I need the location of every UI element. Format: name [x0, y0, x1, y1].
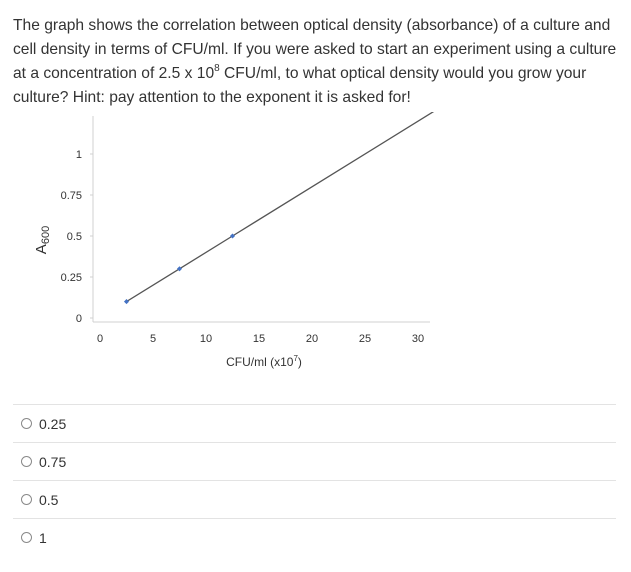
data-point	[229, 233, 236, 239]
y-axis-label-subscript: 600	[40, 226, 52, 244]
radio-button[interactable]	[21, 494, 32, 505]
x-tick-label: 30	[412, 333, 424, 345]
option-label: 0.25	[39, 415, 67, 432]
option-label: 1	[39, 529, 47, 546]
radio-button[interactable]	[21, 418, 32, 429]
question-exponent: 8	[214, 62, 220, 74]
option-label: 0.75	[39, 453, 67, 470]
option-2[interactable]: 0.75	[13, 442, 616, 480]
data-point	[176, 266, 183, 272]
radio-button[interactable]	[21, 456, 32, 467]
x-tick-label: 20	[306, 333, 318, 345]
option-1[interactable]: 0.25	[13, 404, 616, 442]
y-tick-label: 0.5	[67, 231, 82, 243]
x-tick-label: 5	[150, 333, 156, 345]
series-line	[126, 112, 435, 303]
x-tick-label: 15	[253, 333, 265, 345]
radio-button[interactable]	[21, 532, 32, 543]
x-tick-label: 0	[97, 333, 103, 345]
question-text: The graph shows the correlation between …	[13, 14, 625, 110]
x-axis-label-end: )	[298, 355, 302, 369]
y-tick-label: 0.25	[61, 272, 82, 284]
data-point	[123, 299, 130, 305]
option-label: 0.5	[39, 491, 59, 508]
question-part1: The graph shows the correlation between …	[13, 17, 617, 82]
answer-options: 0.25 0.75 0.5 1	[13, 404, 616, 556]
x-tick-label: 10	[200, 333, 212, 345]
y-tick-label: 0.75	[61, 190, 82, 202]
option-3[interactable]: 0.5	[13, 480, 616, 518]
x-axis-label: CFU/ml (x107)	[226, 354, 302, 369]
y-axis-label: A600	[33, 226, 52, 254]
option-4[interactable]: 1	[13, 518, 616, 556]
question-part2: CFU/ml, to what optical density would yo…	[13, 65, 587, 106]
x-tick-label: 25	[359, 333, 371, 345]
x-axis-label-exponent: 7	[293, 354, 298, 363]
y-tick-label: 1	[76, 149, 82, 161]
y-tick-label: 0	[76, 313, 82, 325]
